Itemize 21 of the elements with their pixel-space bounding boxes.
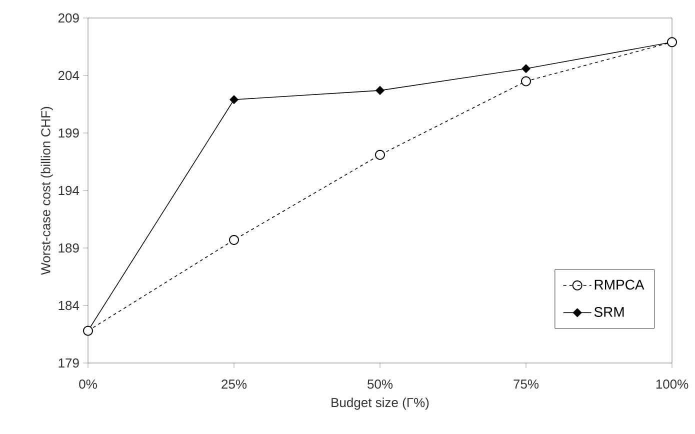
point bbox=[521, 76, 532, 86]
y-axis-title: Worst-case cost (billion CHF) bbox=[40, 106, 53, 275]
legend-label: RMPCA bbox=[594, 280, 644, 290]
legend-label: SRM bbox=[594, 307, 624, 317]
y-tick-label: 194 bbox=[58, 186, 80, 196]
y-tick-label: 179 bbox=[58, 358, 79, 368]
point bbox=[375, 150, 386, 160]
y-tick-label: 209 bbox=[58, 13, 79, 23]
x-tick-label: 50% bbox=[368, 380, 393, 389]
y-tick-label: 189 bbox=[58, 243, 79, 253]
y-tick-label: 199 bbox=[58, 128, 79, 138]
x-tick-label: 75% bbox=[514, 380, 539, 389]
x-tick-label: 0% bbox=[79, 380, 97, 389]
x-tick-label: 25% bbox=[222, 380, 247, 389]
point bbox=[230, 95, 238, 104]
y-tick-label: 184 bbox=[58, 300, 80, 310]
point bbox=[376, 86, 384, 95]
x-tick-label: 100% bbox=[656, 380, 688, 389]
y-tick-label: 204 bbox=[58, 70, 80, 80]
x-axis-title: Budget size (Γ%) bbox=[332, 398, 429, 410]
point bbox=[522, 64, 530, 73]
